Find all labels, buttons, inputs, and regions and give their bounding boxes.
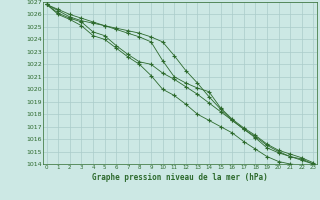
X-axis label: Graphe pression niveau de la mer (hPa): Graphe pression niveau de la mer (hPa) [92,173,268,182]
